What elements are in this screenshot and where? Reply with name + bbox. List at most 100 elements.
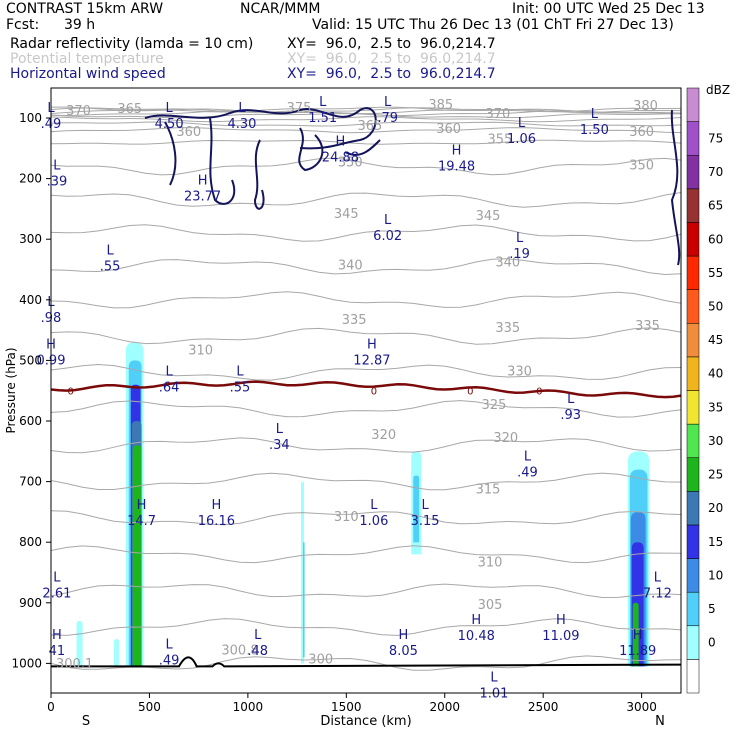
wind-extremum: L.55 xyxy=(100,243,121,274)
theta-label: 320 xyxy=(493,431,518,446)
wind-contours-layer xyxy=(144,107,681,266)
plot-frame xyxy=(50,87,682,694)
axes-layer: 0 500 1000 1500 2000 2500 30001002003004005006… xyxy=(4,111,665,729)
theta-label: 310 xyxy=(188,343,213,358)
y-axis-label: Pressure (hPa) xyxy=(4,347,18,433)
wind-extremum: L1.06 xyxy=(359,498,388,529)
wind-extremum: H16.16 xyxy=(198,498,235,529)
colorbar-swatch xyxy=(686,356,700,391)
wind-extremum: L3.15 xyxy=(411,498,440,529)
field-name-wind: Horizontal wind speed xyxy=(10,66,166,82)
wind-extremum-value: 12.87 xyxy=(353,353,390,368)
colorbar-label: 50 xyxy=(708,299,723,313)
reflectivity-cell-15 xyxy=(632,602,639,667)
wind-extremum-value: 19.48 xyxy=(438,159,475,174)
wind-extremum-kind: H xyxy=(452,143,462,158)
theta-contour-11 xyxy=(51,258,681,276)
y-tick-label: 400 xyxy=(19,293,42,307)
wind-extremum-kind: H xyxy=(336,134,346,149)
wind-extremum-value: 10.48 xyxy=(458,629,495,644)
theta-label: 360 xyxy=(436,122,461,137)
wind-extremum-value: 11.09 xyxy=(542,629,579,644)
wind-extremum-kind: H xyxy=(211,498,221,513)
theta-label: 375 xyxy=(287,101,312,116)
wind-extremum: L.93 xyxy=(560,392,581,423)
theta-contour-10 xyxy=(51,291,681,309)
colorbar-swatch xyxy=(686,255,700,290)
reflectivity-cell-5 xyxy=(76,620,83,667)
wind-extremum: H11.09 xyxy=(542,613,579,644)
wind-contour-4 xyxy=(298,127,324,172)
wind-extremum-value: .34 xyxy=(269,438,290,453)
colorbar-label: 0 xyxy=(708,636,716,650)
wind-extremum: L4.30 xyxy=(227,101,256,132)
y-tick-label: 1000 xyxy=(11,656,42,670)
wind-extremum-kind: L xyxy=(524,449,532,464)
wind-extremum-kind: L xyxy=(518,116,526,131)
field-xy-theta: XY= 96.0, 2.5 to 96.0,214.7 xyxy=(287,51,496,67)
wind-extremum-kind: H xyxy=(52,628,62,643)
terrain-layer xyxy=(51,656,682,668)
theta-label: 365 xyxy=(358,119,383,134)
zero-isotherm-label: 0 xyxy=(68,387,74,398)
wind-extremum-value: .64 xyxy=(159,381,180,396)
theta-label: 350 xyxy=(338,155,363,170)
wind-contour-6 xyxy=(670,109,681,266)
wind-extremum: L1.50 xyxy=(580,107,609,138)
theta-label: 310 xyxy=(478,555,503,570)
wind-extremum: H23.77 xyxy=(184,174,221,205)
wind-extremum: H10.48 xyxy=(458,613,495,644)
center-label: NCAR/MMM xyxy=(240,1,321,17)
wind-extremum-kind: L xyxy=(384,213,392,228)
wind-extremum: L.79 xyxy=(377,95,398,126)
theta-label: 310 xyxy=(334,510,359,525)
wind-extremum-value: 1.01 xyxy=(479,687,508,702)
wind-extremum-kind: L xyxy=(53,571,61,586)
wind-extremum-kind: H xyxy=(633,628,643,643)
wind-extremum-kind: L xyxy=(53,159,61,174)
x-tick-label: 0 xyxy=(47,700,55,714)
wind-extremum: L1.06 xyxy=(507,116,536,147)
theta-contour-18 xyxy=(51,116,681,123)
colorbar-swatch xyxy=(686,558,700,593)
wind-extremum-kind: L xyxy=(654,571,662,586)
wind-extremum-value: 1.06 xyxy=(359,514,388,529)
wind-extremum-value: 1.51 xyxy=(308,111,337,126)
wind-extremum: L2.61 xyxy=(42,571,71,602)
wind-extremum-value: .48 xyxy=(247,644,268,659)
y-tick-label: 800 xyxy=(19,535,42,549)
wind-extremum-kind: H xyxy=(367,337,377,352)
colorbar-label: 30 xyxy=(708,434,723,448)
theta-contour-13 xyxy=(51,192,681,208)
x-tick-label: 500 xyxy=(138,700,161,714)
colorbar: dBZ 0 5 10 15 20 25 30 35 40 45 50 55 60 65 70 75 xyxy=(686,83,730,694)
colorbar-label: 40 xyxy=(708,367,723,381)
theta-label: 385 xyxy=(428,98,453,113)
colorbar-label: 5 xyxy=(708,602,716,616)
theta-contour-7 xyxy=(51,400,681,418)
wind-extremum-value: .49 xyxy=(517,465,538,480)
colorbar-swatch xyxy=(686,390,700,425)
reflectivity-layer xyxy=(76,342,650,667)
x-tick-label: 2500 xyxy=(528,700,559,714)
wind-extremum-value: 41 xyxy=(49,644,66,659)
theta-label: 340 xyxy=(495,255,520,270)
theta-contour-6 xyxy=(51,437,681,454)
wind-contour-1 xyxy=(164,121,177,186)
wind-extremum-kind: L xyxy=(236,365,244,380)
wind-extremum: L.64 xyxy=(159,365,180,396)
theta-label: 335 xyxy=(495,321,520,336)
colorbar-swatch xyxy=(686,188,700,223)
x-tick-label: 1500 xyxy=(331,700,362,714)
wind-extremum-value: .49 xyxy=(159,653,180,668)
theta-contour-5 xyxy=(51,472,681,491)
wind-extremum-value: .55 xyxy=(100,259,121,274)
theta-contour-14 xyxy=(51,157,681,176)
wind-extremum-value: 24.88 xyxy=(322,150,359,165)
wind-extremum: L.49 xyxy=(517,449,538,480)
wind-extremum: L7.12 xyxy=(643,571,672,602)
wind-extremum-kind: L xyxy=(319,95,327,110)
wind-extremum: L.55 xyxy=(230,365,251,396)
colorbar-swatch xyxy=(686,659,700,694)
wind-extremum-kind: L xyxy=(254,628,262,643)
